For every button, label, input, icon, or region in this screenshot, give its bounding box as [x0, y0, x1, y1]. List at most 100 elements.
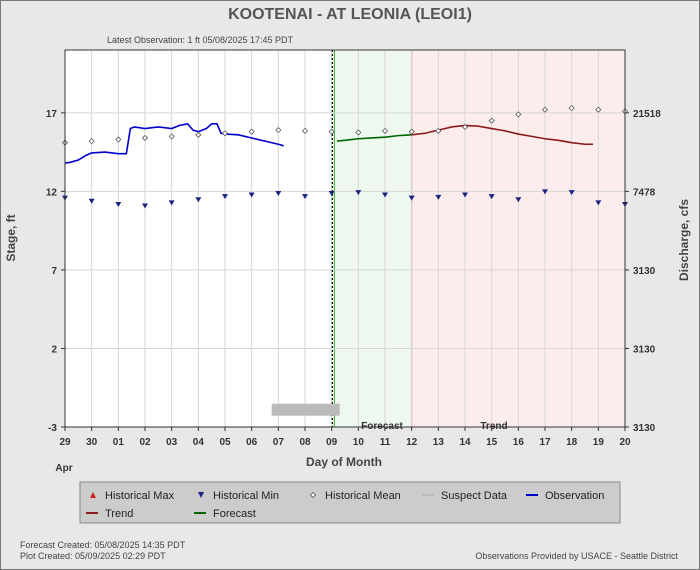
historical-mean-point [381, 127, 389, 134]
legend-label: Historical Min [213, 490, 279, 502]
historical-mean-point [435, 127, 442, 134]
historical-min-point [595, 200, 602, 206]
y2-tick-label: 21518 [633, 109, 661, 120]
historical-min-point [328, 190, 335, 196]
forecast-line [336, 134, 412, 142]
legend-item: Historical Min [198, 490, 279, 502]
x-tick-label: 09 [326, 437, 338, 448]
legend-label: Historical Max [105, 490, 175, 502]
forecast-region-label: Forecast [361, 421, 403, 432]
x-tick-label: 20 [619, 437, 631, 448]
historical-mean-point [221, 130, 229, 137]
x-tick-label: 13 [433, 437, 445, 448]
legend-item: Historical Max [90, 490, 175, 502]
suspect-data-bar [271, 403, 340, 416]
data-provider: Observations Provided by USACE - Seattle… [475, 551, 678, 561]
x-tick-label: 10 [353, 437, 365, 448]
y-axis-label: Stage, ft [4, 214, 18, 261]
historical-mean-point [488, 117, 495, 124]
y-axis-ticks: -3 2 7 12 17 [46, 109, 65, 434]
historical-min-point [248, 192, 255, 198]
legend-box [79, 481, 621, 524]
x-tick-label: 08 [299, 437, 311, 448]
historical-min-point [568, 190, 575, 196]
historical-mean-point [141, 134, 149, 142]
x-tick-label: 01 [113, 437, 125, 448]
historical-mean-point [515, 111, 522, 118]
x-tick-label: 12 [406, 437, 418, 448]
historical-min-icon [198, 492, 204, 498]
y2-tick-label: 3130 [633, 344, 656, 355]
historical-min-point [142, 203, 148, 209]
x-tick-label: 17 [539, 437, 551, 448]
x-axis-label: Day of Month [306, 455, 382, 469]
y-tick-label: 12 [46, 187, 58, 198]
trend-region-label: Trend [480, 421, 507, 432]
plot-border [64, 49, 626, 428]
legend: Historical Max Historical Min Historical M… [79, 481, 621, 524]
y-tick-label: 2 [51, 344, 57, 355]
month-label: Apr [55, 463, 72, 474]
historical-mean-icon [309, 491, 317, 499]
historical-mean-point [541, 106, 549, 113]
plot-created: Plot Created: 05/09/2025 02:29 PDT [20, 551, 166, 561]
legend-label: Historical Mean [325, 490, 401, 502]
x-tick-label: 14 [459, 437, 471, 448]
historical-mean-point [248, 128, 255, 135]
historical-mean-point [88, 138, 95, 145]
x-tick-label: 30 [86, 437, 98, 448]
historical-min-point [115, 201, 122, 207]
y2-tick-label: 7478 [633, 187, 656, 198]
historical-mean-point [355, 129, 362, 136]
y-tick-label: -3 [48, 423, 57, 434]
historical-min-point [275, 190, 282, 196]
x-tick-label: 05 [219, 437, 231, 448]
historical-max-icon [90, 492, 96, 498]
x-tick-label: 19 [593, 437, 605, 448]
historical-mean-point [461, 123, 469, 131]
series-layer [61, 49, 629, 428]
historical-min-point [355, 190, 362, 196]
x-axis-ticks: 29 30 01 02 03 04 05 06 07 08 09 10 11 12 13 14 15 16 17 18… [59, 427, 631, 448]
y-tick-label: 7 [51, 266, 57, 277]
legend-label: Forecast [213, 508, 256, 520]
x-tick-label: 16 [513, 437, 525, 448]
plot-area [65, 50, 625, 427]
legend-label: Observation [545, 490, 604, 502]
y2-axis-ticks: 21518 7478 3130 3130 3130 [625, 109, 661, 434]
historical-mean-point [115, 136, 122, 143]
historical-min-point [435, 194, 442, 200]
historical-min-point [88, 198, 95, 204]
y2-tick-label: 3130 [633, 423, 656, 434]
historical-mean-point [301, 127, 309, 134]
legend-item: Forecast [194, 508, 256, 520]
legend-item: Historical Mean [309, 490, 401, 502]
historical-min-point [222, 194, 228, 200]
legend-label: Trend [105, 508, 133, 520]
forecast-created: Forecast Created: 05/08/2025 14:35 PDT [20, 540, 186, 550]
historical-min-point [542, 189, 548, 195]
historical-min-point [168, 200, 175, 206]
x-tick-label: 03 [166, 437, 178, 448]
y-tick-label: 17 [46, 109, 58, 120]
historical-min-point [462, 192, 468, 198]
historical-mean-point [595, 106, 602, 113]
observation-line [64, 122, 284, 164]
historical-mean-point [275, 127, 282, 134]
trend-line [411, 124, 593, 146]
x-tick-label: 06 [246, 437, 258, 448]
historical-min-point [515, 197, 522, 203]
historical-min-point [302, 194, 308, 200]
x-tick-label: 11 [380, 437, 391, 448]
y2-axis-label: Discharge, cfs [677, 199, 691, 281]
y2-tick-label: 3130 [633, 266, 656, 277]
historical-min-point [195, 197, 202, 203]
x-tick-label: 02 [139, 437, 151, 448]
historical-mean-point [328, 128, 335, 135]
historical-min-point [488, 194, 495, 200]
latest-observation: Latest Observation: 1 ft 05/08/2025 17:4… [107, 35, 294, 45]
historical-mean-point [568, 105, 575, 112]
historical-min-point [382, 192, 388, 198]
legend-label: Suspect Data [441, 490, 508, 502]
historical-min-point [408, 195, 415, 201]
